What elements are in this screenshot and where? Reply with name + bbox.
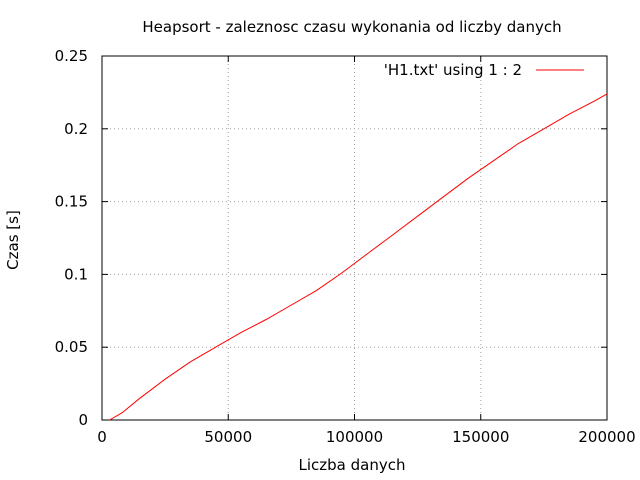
plot-frame (101, 55, 608, 421)
x-tick-label: 0 (97, 428, 107, 446)
x-axis-label: Liczba danych (299, 456, 406, 474)
y-tick-label: 0.1 (64, 265, 88, 283)
series-line (109, 93, 608, 421)
y-tick-label: 0.15 (55, 193, 88, 211)
series-group (109, 93, 608, 421)
y-tick-label: 0 (78, 411, 88, 429)
y-tick-label: 0.25 (55, 47, 88, 65)
grid (102, 56, 607, 420)
y-tick-label: 0.2 (64, 120, 88, 138)
x-tick-label: 150000 (452, 428, 509, 446)
y-axis-label: Czas [s] (4, 210, 22, 270)
x-tick-label: 100000 (326, 428, 383, 446)
x-tick-label: 200000 (578, 428, 635, 446)
chart-title: Heapsort - zaleznosc czasu wykonania od … (142, 18, 561, 36)
x-tick-label: 50000 (204, 428, 252, 446)
legend: 'H1.txt' using 1 : 2 (384, 61, 584, 79)
axis-ticks: 0 50000 100000 150000 200000 0 0.05 0.1 0.15 0.2 0… (55, 47, 636, 446)
legend-label: 'H1.txt' using 1 : 2 (384, 61, 522, 79)
y-tick-label: 0.05 (55, 338, 88, 356)
